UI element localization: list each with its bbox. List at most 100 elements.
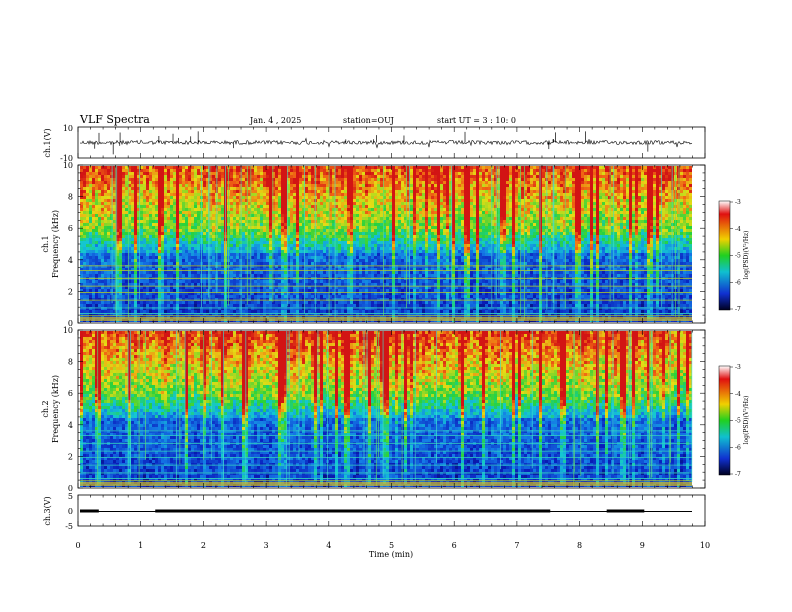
spectrogram-cell <box>629 166 632 169</box>
spectrogram-cell <box>131 202 134 205</box>
spectrogram-cell <box>302 202 305 205</box>
spectrogram-cell <box>305 190 308 193</box>
spectrogram-cell <box>92 211 95 214</box>
spectrogram-cell <box>641 175 644 178</box>
spectrogram-cell <box>98 172 101 175</box>
spectrogram-cell <box>179 172 182 175</box>
spectrogram-cell <box>458 196 461 199</box>
spectrogram-cell <box>464 193 467 196</box>
spectrogram-cell <box>596 184 599 187</box>
spectrogram-cell <box>218 196 221 199</box>
spectrogram-cell <box>356 184 359 187</box>
spectrogram-cell <box>443 229 446 232</box>
spectrogram-cell <box>248 214 251 217</box>
spectrogram-cell <box>290 232 293 235</box>
spectrogram-cell <box>281 220 284 223</box>
spectrogram-cell <box>479 166 482 169</box>
spectrogram-cell <box>407 205 410 208</box>
spectrogram-cell <box>287 202 290 205</box>
spectrogram-cell <box>668 202 671 205</box>
spectrogram-cell <box>491 211 494 214</box>
spectrogram-cell <box>179 193 182 196</box>
spectrogram-cell <box>533 208 536 211</box>
spectrogram-cell <box>611 166 614 169</box>
spectrogram-cell <box>644 220 647 223</box>
spectrogram-cell <box>290 199 293 202</box>
spectrogram-cell <box>629 193 632 196</box>
spectrogram-cell <box>284 184 287 187</box>
spectrogram-cell <box>398 166 401 169</box>
spectrogram-cell <box>131 217 134 220</box>
spectrogram-cell <box>440 205 443 208</box>
spectrogram-cell <box>218 202 221 205</box>
spectrogram-cell <box>665 205 668 208</box>
spectrogram-cell <box>590 205 593 208</box>
spectrogram-cell <box>161 226 164 229</box>
spectrogram-cell <box>119 232 122 235</box>
spectrogram-cell <box>602 172 605 175</box>
spectrogram-cell <box>521 169 524 172</box>
spectrogram-cell <box>572 229 575 232</box>
spectrogram-cell <box>176 202 179 205</box>
spectrogram-cell <box>311 217 314 220</box>
spectrogram-cell <box>590 220 593 223</box>
spectrogram-cell <box>437 220 440 223</box>
spectrogram-cell <box>98 199 101 202</box>
spectrogram-cell <box>536 223 539 226</box>
spectrogram-cell <box>242 220 245 223</box>
spectrogram-cell <box>410 166 413 169</box>
spectrogram-cell <box>470 184 473 187</box>
spectrogram-cell <box>551 193 554 196</box>
spectrogram-cell <box>164 205 167 208</box>
spectrogram-cell <box>479 235 482 238</box>
spectrogram-cell <box>305 196 308 199</box>
spectrogram-cell <box>440 226 443 229</box>
spectrogram-cell <box>83 181 86 184</box>
spectrogram-cell <box>305 181 308 184</box>
spectrogram-cell <box>392 190 395 193</box>
spectrogram-cell <box>458 181 461 184</box>
spectrogram-cell <box>524 172 527 175</box>
spectrogram-cell <box>284 232 287 235</box>
spectrogram-cell <box>536 214 539 217</box>
spectrogram-cell <box>575 214 578 217</box>
spectrogram-cell <box>113 193 116 196</box>
spectrogram-cell <box>296 220 299 223</box>
spectrogram-cell <box>248 211 251 214</box>
spectrogram-cell <box>254 235 257 238</box>
spectrogram-cell <box>248 175 251 178</box>
spectrogram-cell <box>500 175 503 178</box>
spectrogram-cell <box>500 193 503 196</box>
spectrogram-cell <box>509 169 512 172</box>
spectrogram-cell <box>275 166 278 169</box>
spectrogram-cell <box>275 202 278 205</box>
spectrogram-cell <box>491 175 494 178</box>
spectrogram-cell <box>584 169 587 172</box>
spectrogram-cell <box>608 184 611 187</box>
spectrogram-cell <box>650 217 653 220</box>
spectrogram-cell <box>164 223 167 226</box>
spectrogram-cell <box>677 193 680 196</box>
spectrogram-cell <box>572 193 575 196</box>
spectrogram-cell <box>434 208 437 211</box>
spectrogram-cell <box>374 211 377 214</box>
spectrogram-cell <box>272 205 275 208</box>
spectrogram-cell <box>587 211 590 214</box>
spectrogram-cell <box>452 226 455 229</box>
spectrogram-cell <box>683 175 686 178</box>
spectrogram-cell <box>164 190 167 193</box>
spectrogram-cell <box>89 208 92 211</box>
spectrogram-cell <box>476 181 479 184</box>
spectrogram-cell <box>686 220 689 223</box>
spectrogram-cell <box>542 214 545 217</box>
spectrogram-cell <box>662 178 665 181</box>
spectrogram-cell <box>110 238 113 241</box>
spectrogram-cell <box>254 175 257 178</box>
spectrogram-cell <box>620 187 623 190</box>
spectrogram-cell <box>113 217 116 220</box>
spectrogram-cell <box>209 214 212 217</box>
spectrogram-cell <box>587 193 590 196</box>
spectrogram-cell <box>299 196 302 199</box>
spectrogram-cell <box>335 211 338 214</box>
spectrogram-cell <box>446 187 449 190</box>
